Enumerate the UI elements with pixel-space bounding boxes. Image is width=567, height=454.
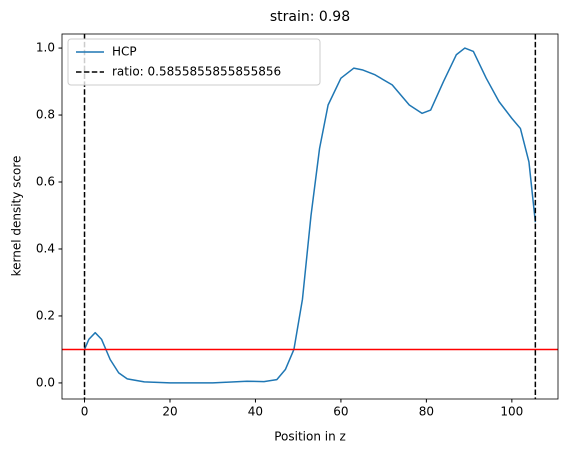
y-tick-label: 0.2 bbox=[36, 308, 55, 322]
chart-title: strain: 0.98 bbox=[270, 9, 350, 25]
x-tick-label: 60 bbox=[333, 405, 348, 419]
x-tick-label: 40 bbox=[248, 405, 263, 419]
y-tick-label: 0.0 bbox=[36, 375, 55, 389]
x-tick-label: 80 bbox=[419, 405, 434, 419]
y-tick-label: 0.4 bbox=[36, 241, 55, 255]
y-tick-label: 1.0 bbox=[36, 41, 55, 55]
series-line bbox=[83, 47, 537, 384]
y-axis-label: kernel density score bbox=[10, 156, 24, 277]
x-tick-label: 20 bbox=[162, 405, 177, 419]
x-tick-label: 100 bbox=[500, 405, 523, 419]
legend-label: ratio: 0.5855855855855856 bbox=[112, 65, 281, 79]
legend-label: HCP bbox=[112, 45, 137, 59]
x-axis-label: Position in z bbox=[274, 430, 346, 444]
plot-frame bbox=[61, 33, 559, 400]
y-tick-label: 0.8 bbox=[36, 108, 55, 122]
legend-box bbox=[67, 38, 321, 86]
x-tick-label: 0 bbox=[81, 405, 89, 419]
y-tick-label: 0.6 bbox=[36, 175, 55, 189]
